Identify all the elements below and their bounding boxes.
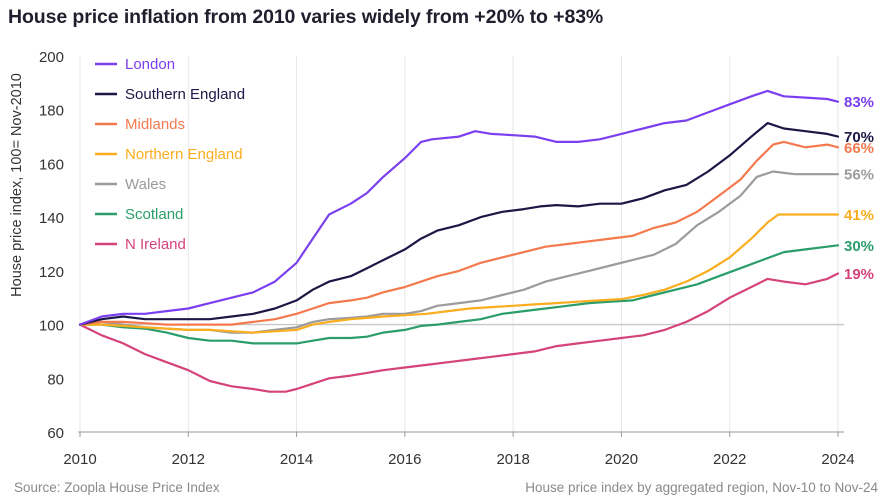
x-tick-label: 2024 — [821, 451, 854, 468]
legend-label-northern-england: Northern England — [125, 146, 243, 163]
series-line-northern-england — [78, 213, 840, 334]
series-line-southern-england — [78, 122, 840, 326]
end-label-n-ireland: 19% — [844, 266, 874, 283]
y-tick-label: 120 — [39, 264, 64, 281]
end-labels: 83% 70%66% 41% 56% 30% 19% — [844, 94, 874, 283]
series-line-london — [78, 89, 840, 326]
grid — [79, 56, 844, 432]
legend-label-london: London — [125, 56, 175, 73]
y-tick-label: 200 — [39, 49, 64, 66]
legend-label-midlands: Midlands — [125, 116, 185, 133]
legend-label-wales: Wales — [125, 176, 166, 193]
series-lines — [78, 89, 840, 393]
y-tick-label: 180 — [39, 103, 64, 120]
end-label-london: 83% — [844, 94, 874, 111]
x-tick-label: 2020 — [605, 451, 638, 468]
x-tick-label: 2022 — [713, 451, 746, 468]
x-tick-label: 2010 — [63, 451, 96, 468]
legend-label-southern-england: Southern England — [125, 86, 245, 103]
footnote: House price index by aggregated region, … — [525, 480, 878, 495]
x-tick-label: 2012 — [172, 451, 205, 468]
series-line-n-ireland — [78, 272, 840, 393]
end-label-midlands: 66% — [844, 140, 874, 157]
y-tick-label: 100 — [39, 318, 64, 335]
axes: 60 80 100 120 140 160 180 200 2010 2012 2014 2016 20… — [39, 49, 855, 468]
y-tick-label: 140 — [39, 210, 64, 227]
x-tick-label: 2018 — [496, 451, 529, 468]
y-tick-label: 160 — [39, 156, 64, 173]
legend-label-scotland: Scotland — [125, 206, 183, 223]
x-tick-label: 2014 — [280, 451, 313, 468]
series-line-wales — [78, 170, 840, 334]
legend-label-n-ireland: N Ireland — [125, 236, 186, 253]
x-tick-label: 2016 — [388, 451, 421, 468]
end-label-northern-england: 41% — [844, 207, 874, 224]
end-label-wales: 56% — [844, 167, 874, 184]
series-line-scotland — [78, 244, 840, 345]
end-label-scotland: 30% — [844, 238, 874, 255]
source-note: Source: Zoopla House Price Index — [14, 480, 220, 495]
end-label-southern-england: 70% — [844, 129, 874, 146]
y-tick-label: 60 — [47, 425, 64, 442]
chart-title: House price inflation from 2010 varies w… — [8, 6, 604, 28]
series-line-midlands — [78, 140, 840, 326]
legend: London Southern England Midlands Northern E… — [95, 56, 245, 253]
y-tick-label: 80 — [47, 371, 64, 388]
